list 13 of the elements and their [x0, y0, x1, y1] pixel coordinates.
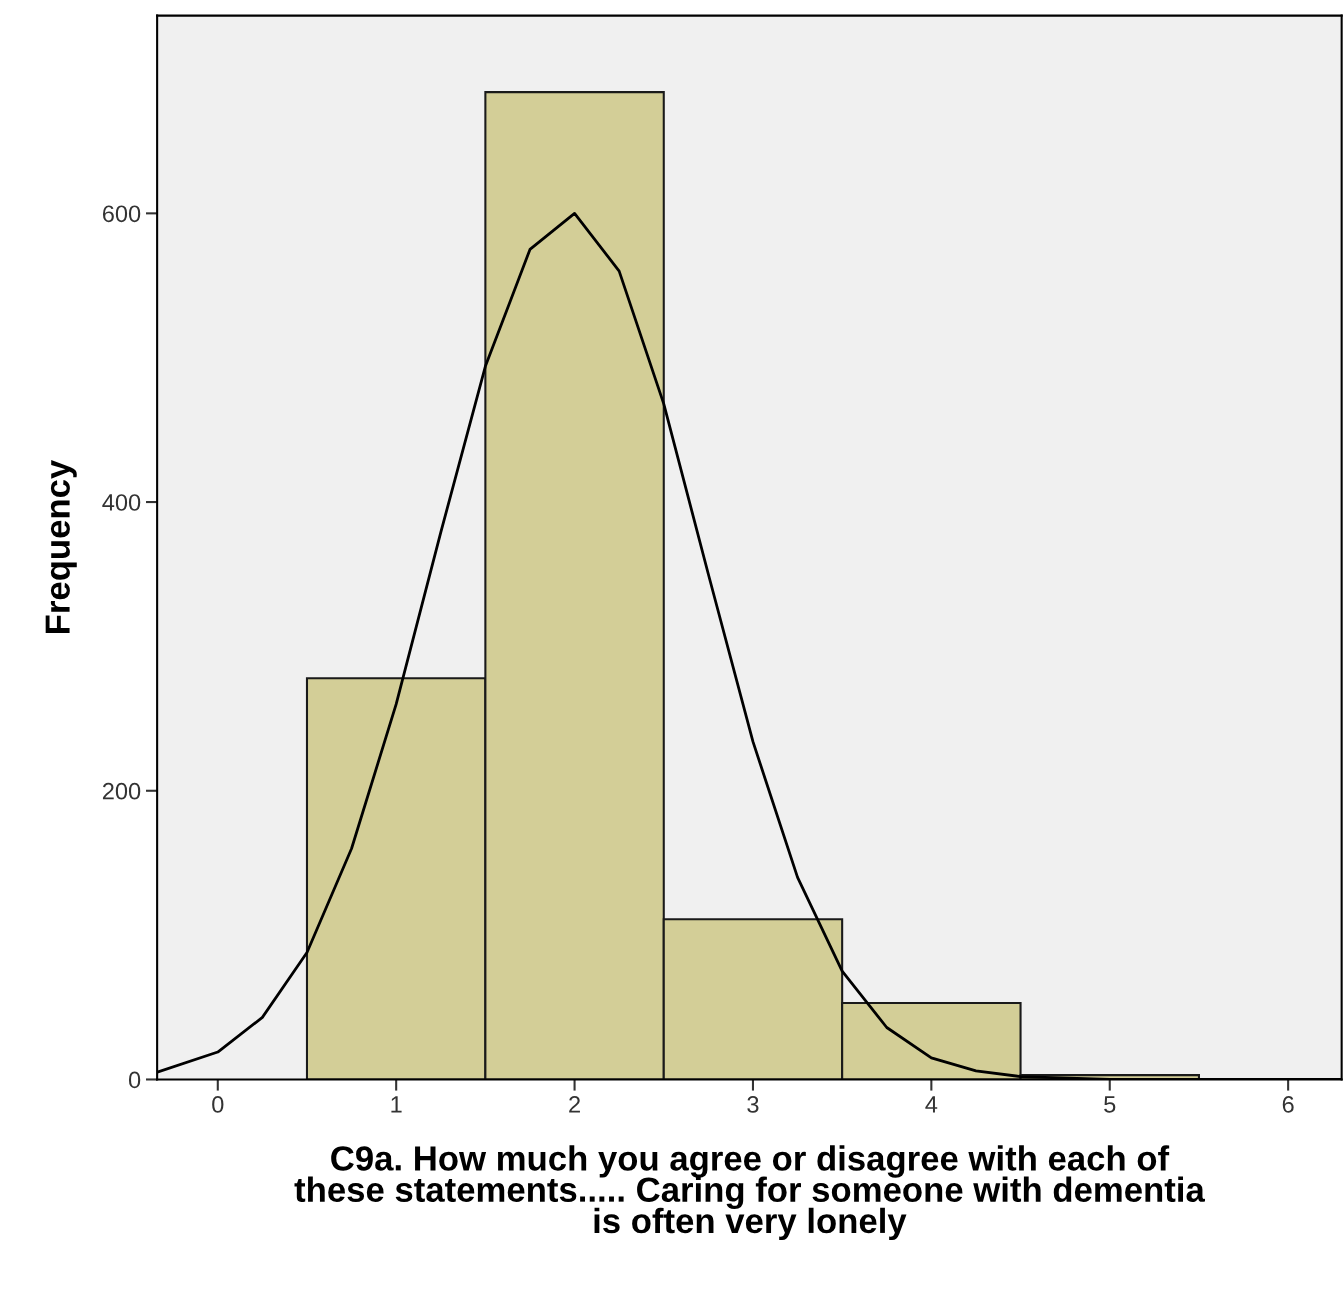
- y-tick-label: 200: [102, 782, 141, 800]
- x-tick-label: 0: [212, 1096, 224, 1113]
- x-axis-title: C9a. How much you agree or disagree with each of these statements..... Caring for someone with dementia is often very lonely: [294, 1145, 1205, 1241]
- y-tick-label: 600: [102, 205, 141, 223]
- y-tick-label: 0: [128, 1071, 141, 1089]
- x-tick-label: 3: [747, 1096, 759, 1113]
- y-axis-title: Frequency: [45, 459, 77, 633]
- x-tick-label: 4: [925, 1096, 938, 1113]
- x-tick-label: 6: [1282, 1096, 1294, 1113]
- y-tick-label: 400: [102, 494, 141, 511]
- x-tick-label: 1: [391, 1096, 402, 1113]
- x-tick-label: 5: [1104, 1096, 1116, 1113]
- x-tick-label: 2: [569, 1096, 580, 1113]
